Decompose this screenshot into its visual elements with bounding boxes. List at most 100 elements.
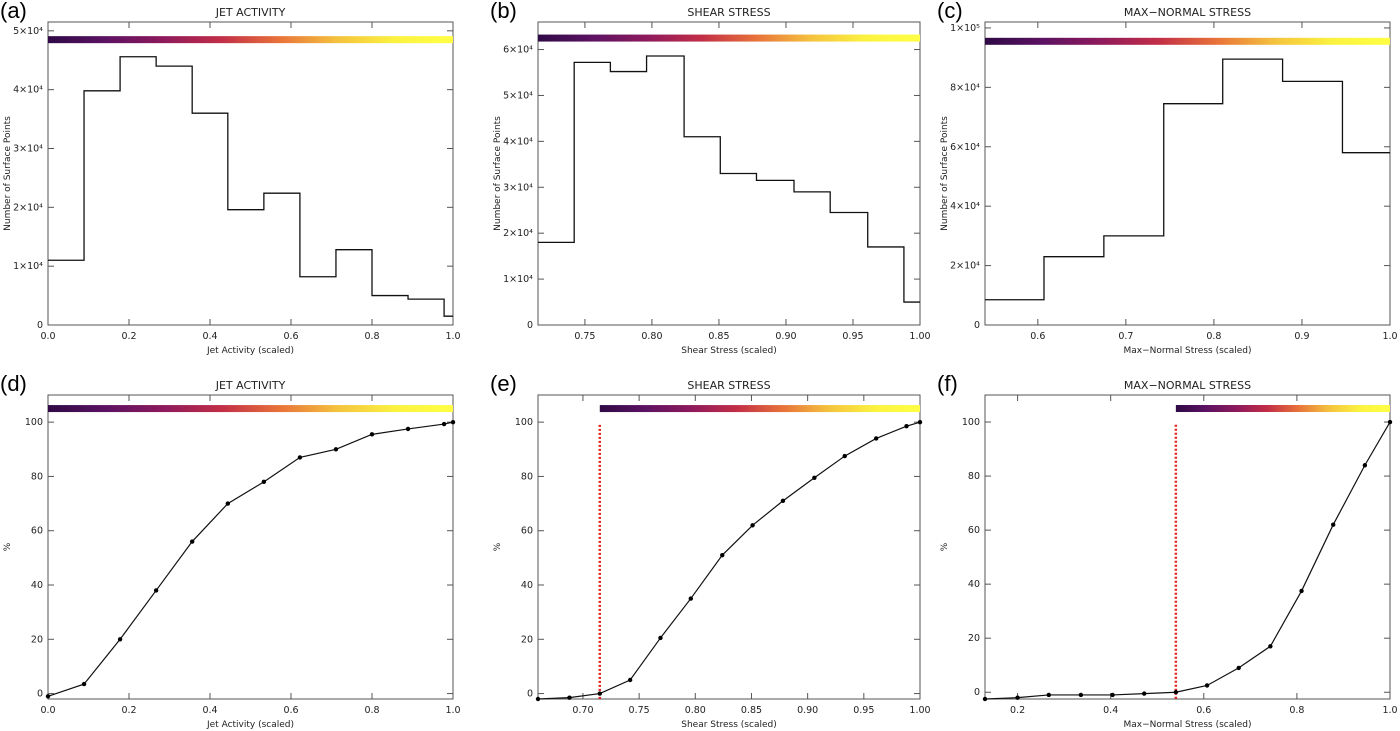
chart-title: SHEAR STRESS <box>687 379 770 392</box>
x-axis-label: Max−Normal Stress (scaled) <box>1123 720 1251 730</box>
y-tick-label: 5×10⁴ <box>13 26 43 37</box>
histogram-bin <box>756 180 794 325</box>
data-point <box>842 453 847 459</box>
data-point <box>904 424 909 429</box>
panel-label: (d) <box>0 371 27 396</box>
data-point <box>1362 463 1368 468</box>
panel-a: (a) JET ACTIVITY 0.0 0.2 0.4 0.6 0.8 1.0 0 1×10⁴ 2… <box>0 0 461 356</box>
data-point <box>567 695 572 700</box>
histogram-bin <box>192 113 228 325</box>
data-point <box>688 596 693 601</box>
histogram-bin <box>372 296 408 325</box>
x-axis-label: Jet Activity (scaled) <box>206 346 294 356</box>
histogram-bin <box>1044 257 1104 325</box>
histogram-bin <box>228 210 264 325</box>
x-axis-label: Shear Stress (scaled) <box>681 346 776 356</box>
x-tick-label: 0.6 <box>1196 705 1211 716</box>
cumulative-line <box>537 421 921 700</box>
x-tick-label: 0.85 <box>708 331 729 342</box>
y-tick-label: 40 <box>521 580 533 591</box>
data-point <box>405 426 411 432</box>
histogram-bin <box>408 299 444 325</box>
x-tick-label: 0.4 <box>1103 705 1118 716</box>
data-point <box>1387 419 1393 425</box>
plot-frame <box>537 21 921 326</box>
data-point <box>1173 690 1179 695</box>
y-tick-label: 5×10⁴ <box>503 90 533 101</box>
plot-frame <box>47 21 454 326</box>
x-axis-label: Shear Stress (scaled) <box>681 720 776 730</box>
y-tick-label: 1×10⁵ <box>950 23 980 34</box>
histogram-bin <box>48 260 84 325</box>
data-point <box>450 419 456 425</box>
y-tick-label: 80 <box>31 471 43 482</box>
y-tick-label: 20 <box>31 634 43 645</box>
plot-frame <box>984 21 1391 326</box>
panel-c: (c) MAX−NORMAL STRESS 0.6 0.7 0.8 0.9 1.0 0 2×10… <box>937 0 1398 356</box>
x-tick-label: 0.95 <box>842 331 863 342</box>
data-point <box>1268 644 1273 649</box>
data-point <box>812 475 817 480</box>
data-point <box>1299 588 1304 594</box>
data-point <box>1331 522 1336 527</box>
panel-f: (f) MAX−NORMAL STRESS 0.2 0.4 0.6 0.8 1.0 0 20 40… <box>937 371 1398 730</box>
data-point <box>873 436 879 441</box>
data-point <box>1204 683 1210 688</box>
y-tick-label: 100 <box>25 417 43 428</box>
y-tick-label: 6×10⁴ <box>503 45 533 56</box>
y-tick-label: 60 <box>968 525 980 536</box>
y-tick-label: 3×10⁴ <box>503 182 533 193</box>
y-tick-label: 8×10⁴ <box>950 82 980 93</box>
x-tick-label: 0.90 <box>797 705 818 716</box>
colorbar <box>48 405 453 413</box>
data-point <box>982 696 988 702</box>
y-tick-label: 60 <box>31 526 43 537</box>
histogram-bin <box>538 242 574 325</box>
histogram-bin <box>120 57 156 325</box>
chart-title: JET ACTIVITY <box>215 379 286 392</box>
x-tick-label: 0.85 <box>741 705 762 716</box>
histogram-bin <box>647 56 685 325</box>
histogram-bin <box>84 91 120 325</box>
cumulative-line <box>47 421 454 697</box>
colorbar <box>48 36 453 44</box>
data-point <box>1236 665 1241 671</box>
x-tick-label: 0.75 <box>629 705 650 716</box>
x-tick-label: 0.80 <box>685 705 706 716</box>
panel-d: (d) JET ACTIVITY 0.0 0.2 0.4 0.6 0.8 1.0 0 20 40 60… <box>0 371 461 730</box>
y-tick-label: 4×10⁴ <box>503 136 533 147</box>
histogram-bin <box>1283 81 1343 325</box>
x-tick-label: 0.6 <box>283 705 298 716</box>
data-point <box>627 677 633 683</box>
data-point <box>1078 692 1084 698</box>
y-tick-label: 0 <box>527 689 533 700</box>
chart-title: MAX−NORMAL STRESS <box>1124 379 1251 392</box>
data-point <box>1142 691 1147 696</box>
data-point <box>917 419 923 425</box>
data-point <box>535 696 541 702</box>
panel-label: (a) <box>0 0 27 23</box>
y-tick-label: 80 <box>521 471 533 482</box>
y-tick-label: 0 <box>37 320 43 331</box>
x-tick-label: 0.8 <box>1206 331 1221 342</box>
histogram-bin <box>1164 104 1223 325</box>
y-tick-label: 0 <box>37 689 43 700</box>
y-tick-label: 6×10⁴ <box>950 142 980 153</box>
y-axis-label: % <box>493 542 503 551</box>
y-tick-label: 0 <box>974 687 980 698</box>
x-tick-label: 1.00 <box>909 705 930 716</box>
data-point <box>153 588 159 593</box>
histogram-bin <box>300 277 336 325</box>
histogram-line <box>48 56 453 317</box>
chart-title: MAX−NORMAL STRESS <box>1124 6 1251 19</box>
y-tick-label: 100 <box>962 417 980 428</box>
y-tick-label: 60 <box>521 526 533 537</box>
panel-label: (b) <box>490 0 517 23</box>
y-axis-label: Number of Surface Points <box>940 116 950 231</box>
panel-label: (c) <box>937 0 963 23</box>
x-tick-label: 0.6 <box>1030 331 1045 342</box>
data-point <box>441 421 447 427</box>
y-tick-label: 2×10⁴ <box>503 228 533 239</box>
data-point <box>297 455 303 460</box>
